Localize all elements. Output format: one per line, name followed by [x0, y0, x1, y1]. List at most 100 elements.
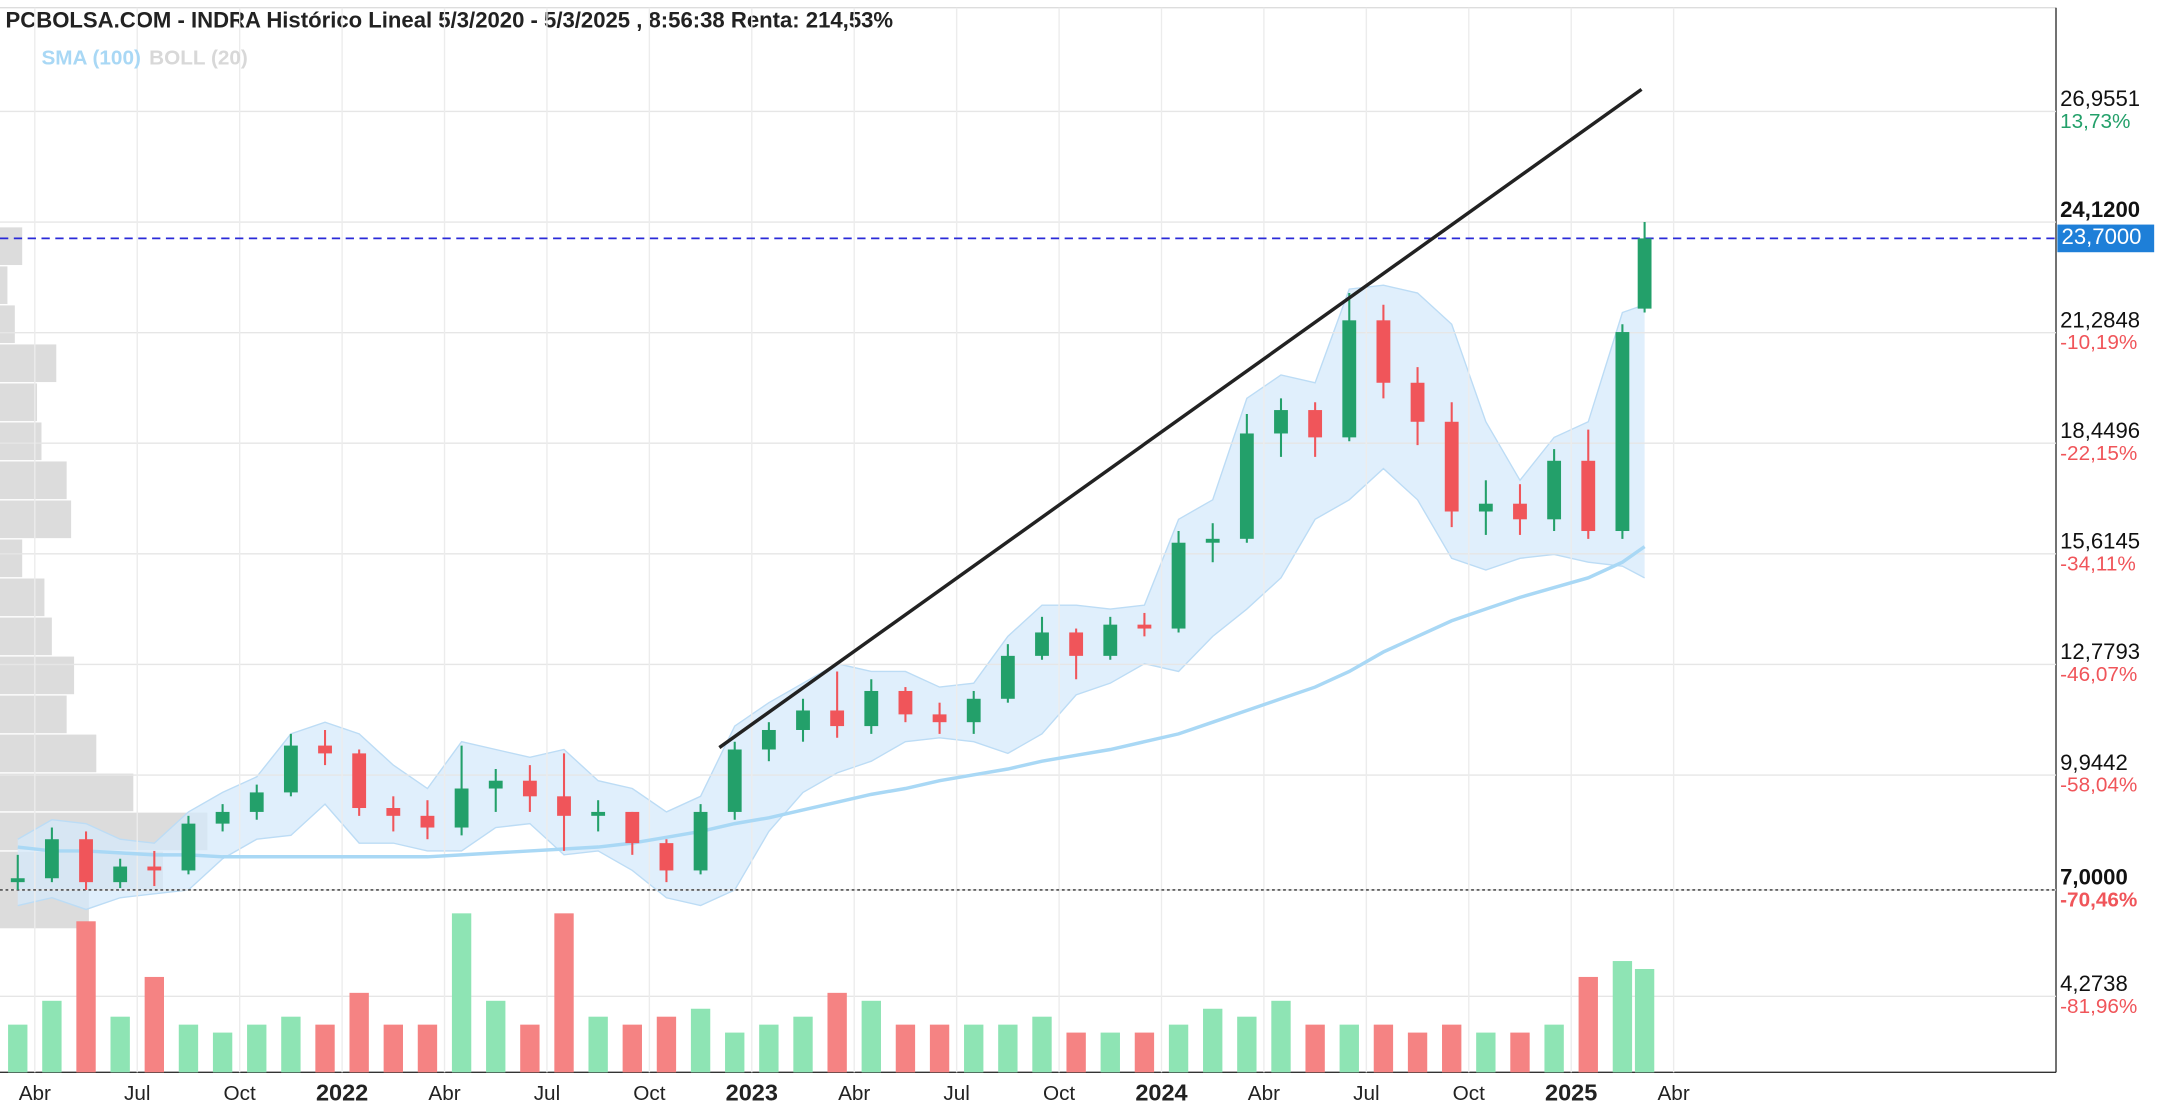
x-tick-label: Abr	[428, 1082, 460, 1105]
candle-body	[761, 729, 776, 750]
volume-bar	[8, 1024, 28, 1073]
volume-bar	[1612, 961, 1633, 1073]
volume-bar	[417, 1024, 438, 1073]
candle-body	[796, 710, 810, 730]
y-tick-change: -22,15%	[2060, 442, 2137, 465]
candle-body	[932, 714, 947, 723]
candle-body	[659, 843, 674, 871]
candle-body	[1069, 632, 1084, 656]
candle-body	[215, 811, 230, 824]
x-tick-label: Jul	[534, 1082, 561, 1105]
y-tick-label: 21,2848	[2060, 307, 2140, 332]
candle-body	[283, 745, 298, 793]
candle-body	[727, 749, 742, 812]
last-price-label: 23,7000	[2062, 224, 2142, 249]
volume-profile-bar	[0, 695, 67, 734]
y-tick-change: -81,96%	[2060, 995, 2137, 1018]
x-tick-label: 2025	[1545, 1080, 1597, 1106]
volume-profile-bar	[0, 656, 75, 695]
candle-body	[1513, 503, 1527, 520]
x-tick-label: Abr	[838, 1082, 870, 1105]
candle-body	[693, 811, 708, 871]
y-tick-label: 4,2738	[2060, 971, 2128, 996]
candle-body	[1444, 421, 1459, 512]
volume-bar	[1032, 1016, 1052, 1073]
sma-line	[17, 545, 1646, 859]
y-tick-change: -70,46%	[2060, 888, 2137, 911]
y-tick-label: 15,6145	[2060, 529, 2140, 554]
volume-profile-bar	[0, 266, 8, 305]
volume-bar	[827, 992, 847, 1073]
volume-profile-bar	[0, 734, 97, 773]
volume-bar	[1134, 1032, 1155, 1073]
candle-body	[864, 690, 879, 727]
y-tick-label: 7,0000	[2060, 865, 2128, 890]
volume-bar	[1203, 1008, 1223, 1073]
volume-profile-bar	[0, 617, 52, 656]
candle-body	[10, 878, 25, 883]
volume-bar	[793, 1016, 813, 1073]
volume-profile-bar	[0, 539, 23, 578]
candle-body	[454, 788, 469, 828]
candle-body	[113, 866, 128, 883]
volume-bar	[520, 1024, 540, 1073]
volume-bar	[178, 1024, 199, 1073]
volume-bar	[1510, 1032, 1530, 1073]
bollinger-lower	[17, 467, 1645, 911]
volume-bar	[690, 1008, 711, 1073]
chart-title: PCBOLSA.COM - INDRA Histórico Lineal 5/3…	[6, 7, 894, 32]
bollinger-band	[17, 285, 1645, 910]
candle-body	[1137, 624, 1152, 629]
volume-bar	[42, 1000, 62, 1073]
volume-bar	[1066, 1032, 1086, 1073]
legend-entry: SMA (100)	[41, 46, 140, 69]
volume-bar	[861, 1000, 881, 1073]
volume-bar	[1544, 1024, 1564, 1073]
candle-body	[1342, 320, 1357, 438]
volume-profile-bar	[0, 578, 45, 617]
x-tick-label: 2022	[316, 1080, 368, 1106]
candle-body	[1239, 433, 1254, 539]
volume-bar	[1442, 1024, 1462, 1073]
x-tick-label: 2023	[726, 1080, 778, 1106]
candle-body	[1000, 655, 1015, 699]
candle-body	[1615, 332, 1630, 532]
volume-bar	[1168, 1024, 1189, 1073]
last-price-box	[2057, 224, 2155, 253]
y-tick-change: 13,73%	[2060, 110, 2130, 133]
volume-bar	[1100, 1032, 1120, 1073]
candle-body	[386, 808, 401, 816]
candle-body	[1637, 238, 1652, 309]
volume-bar	[486, 1000, 506, 1073]
x-tick-label: Oct	[633, 1082, 665, 1105]
volume-bar	[281, 1016, 301, 1073]
candle-body	[1205, 538, 1220, 543]
volume-bar	[554, 913, 574, 1073]
volume-bar	[1305, 1024, 1325, 1073]
candle-body	[830, 710, 845, 727]
x-tick-label: Oct	[224, 1082, 256, 1105]
y-tick-change: -34,11%	[2060, 552, 2136, 575]
candle-body	[522, 780, 537, 797]
candle-body	[625, 811, 640, 844]
x-tick-label: Abr	[1657, 1082, 1689, 1105]
candle-body	[966, 698, 981, 723]
candle-body	[318, 745, 332, 754]
trendline	[718, 87, 1643, 749]
candle-body	[249, 792, 264, 812]
x-tick-label: Oct	[1453, 1082, 1485, 1105]
x-tick-label: Jul	[124, 1082, 151, 1105]
candle-body	[181, 823, 196, 871]
volume-bar	[1634, 968, 1655, 1073]
candle-body	[1478, 503, 1493, 512]
volume-bar	[622, 1024, 642, 1073]
volume-bar	[315, 1024, 335, 1073]
candle-body	[1171, 542, 1186, 629]
candle-body	[898, 690, 913, 715]
y-tick-label: 18,4496	[2060, 418, 2140, 443]
volume-profile-bar	[0, 461, 67, 500]
x-tick-label: 2024	[1135, 1080, 1187, 1106]
volume-bar	[964, 1024, 984, 1073]
